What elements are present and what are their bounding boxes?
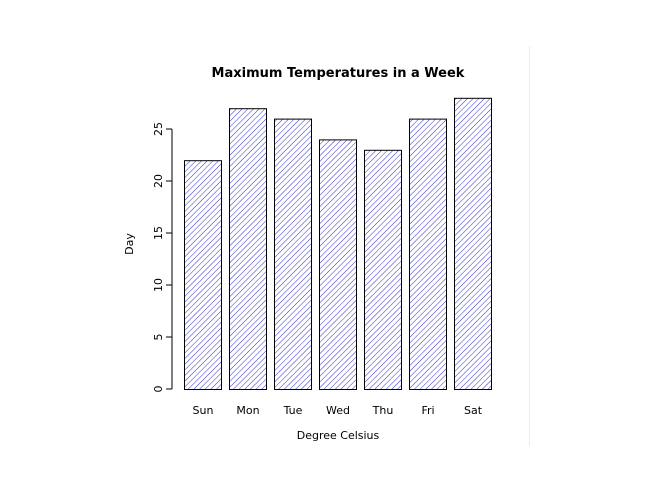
bar-fri bbox=[409, 118, 447, 390]
y-tick-label: 0 bbox=[152, 386, 165, 393]
y-tick-label: 15 bbox=[152, 226, 165, 240]
bar-thu bbox=[364, 149, 402, 390]
x-tick-label-wed: Wed bbox=[326, 404, 350, 417]
bar-wed bbox=[319, 139, 357, 390]
y-tick-label: 10 bbox=[152, 278, 165, 292]
bar-mon bbox=[229, 108, 267, 390]
bar-tue bbox=[274, 118, 312, 390]
bars-group bbox=[184, 97, 492, 391]
x-tick-label-thu: Thu bbox=[372, 404, 394, 417]
plot-panel-border bbox=[0, 46, 530, 446]
y-axis-label: Day bbox=[123, 233, 136, 255]
x-tick-labels: Sun Mon Tue Wed Thu Fri Sat bbox=[193, 404, 483, 417]
x-tick-label-sun: Sun bbox=[193, 404, 214, 417]
y-tick-label: 25 bbox=[152, 122, 165, 136]
y-tick-label: 5 bbox=[152, 334, 165, 341]
x-tick-label-sat: Sat bbox=[464, 404, 483, 417]
bar-sun bbox=[184, 160, 222, 390]
chart-title: Maximum Temperatures in a Week bbox=[212, 66, 465, 81]
y-tick-label: 20 bbox=[152, 174, 165, 188]
x-tick-label-mon: Mon bbox=[236, 404, 259, 417]
x-tick-label-fri: Fri bbox=[421, 404, 434, 417]
bar-sat bbox=[454, 97, 492, 391]
x-tick-label-tue: Tue bbox=[283, 404, 303, 417]
x-axis-label: Degree Celsius bbox=[297, 429, 380, 442]
y-axis: 0 5 10 15 20 25 bbox=[152, 122, 173, 393]
